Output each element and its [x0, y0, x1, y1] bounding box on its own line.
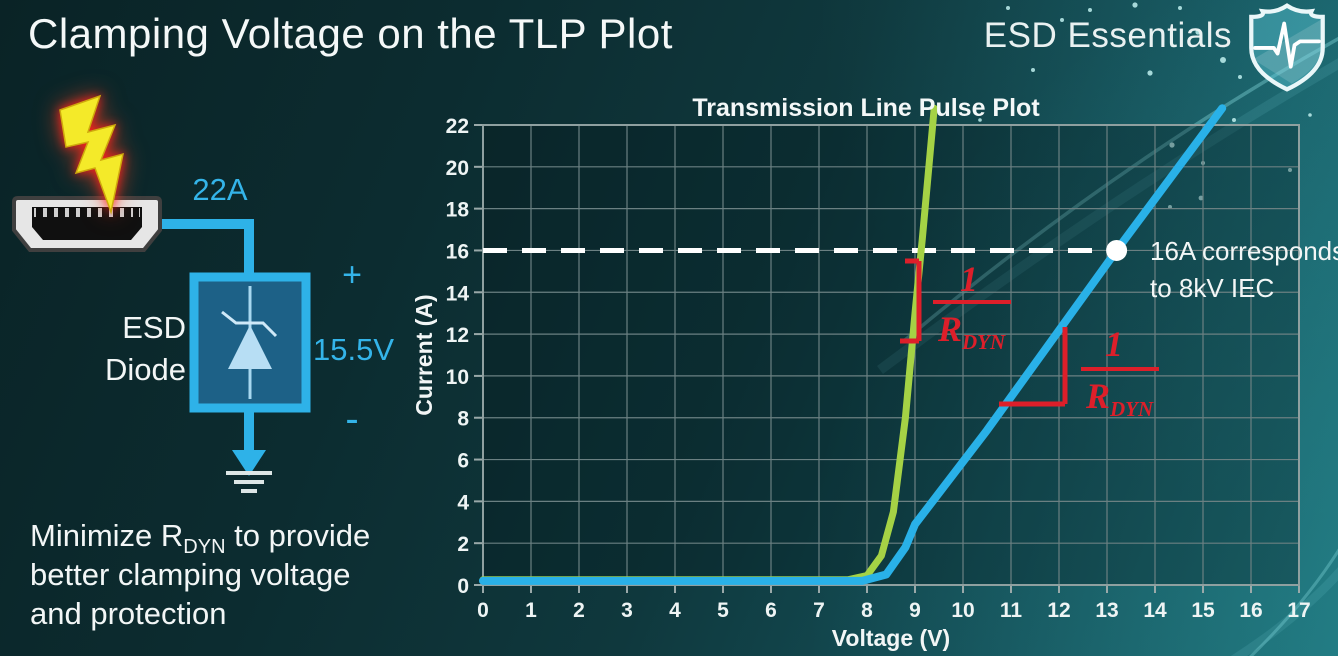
rdyn-subscript: DYN	[183, 536, 226, 559]
y-tick-label: 12	[446, 324, 469, 347]
blue-slope-denominator: RDYN	[1085, 376, 1154, 421]
green-slope-bracket	[900, 258, 922, 344]
y-tick-label: 2	[457, 533, 469, 556]
x-tick-label: 14	[1143, 599, 1167, 622]
green-tlp-curve	[479, 104, 938, 584]
brand-name: ESD Essentials	[983, 16, 1232, 55]
note-line2: better clamping voltage	[30, 557, 351, 592]
esd-diode-label-line1: ESD	[122, 310, 186, 345]
x-tick-label: 13	[1095, 599, 1118, 622]
pulse-line-icon	[1253, 21, 1321, 69]
x-tick-label: 7	[813, 599, 825, 622]
y-tick-label: 10	[446, 366, 469, 389]
note-line3: and protection	[30, 596, 227, 631]
x-tick-label: 15	[1191, 599, 1215, 622]
y-tick-label: 16	[446, 240, 469, 263]
clamp-voltage-label: 15.5V	[313, 332, 394, 367]
x-tick-label: 6	[765, 599, 777, 622]
corner-swoosh-line	[1249, 548, 1338, 656]
lightning-bolt-icon	[59, 94, 124, 215]
x-tick-label: 16	[1239, 599, 1262, 622]
y-tick-label: 8	[457, 408, 469, 431]
x-axis-title: Voltage (V)	[832, 625, 950, 651]
marker-layer	[1106, 239, 1128, 261]
x-tick-label: 5	[717, 599, 729, 622]
x-tick-label: 0	[477, 599, 489, 622]
surge-current-label: 22A	[192, 172, 247, 207]
corner-swoosh-glow	[1230, 567, 1338, 656]
swoosh-glow	[877, 58, 1338, 375]
zener-diode-icon	[221, 286, 278, 399]
x-tick-label: 10	[951, 599, 974, 622]
shield-pulse-icon	[1240, 0, 1334, 94]
y-tick-label: 18	[446, 199, 470, 222]
x-tick-label: 3	[621, 599, 633, 622]
blue-tlp-curve	[479, 104, 1227, 585]
green-slope-denominator: RDYN	[937, 309, 1006, 354]
grid-lines	[474, 124, 1300, 593]
green-slope-numerator: 1	[960, 259, 978, 299]
marker-label-line1: 16A corresponds	[1150, 236, 1338, 266]
y-tick-label: 6	[457, 450, 469, 473]
plus-polarity-label: +	[342, 256, 362, 294]
x-tick-label: 4	[669, 599, 681, 622]
surge-wire	[152, 219, 254, 275]
marker-dot	[1106, 239, 1128, 261]
x-tick-label: 17	[1287, 599, 1310, 622]
takeaway-note: Minimize RDYN to provide better clamping…	[30, 516, 370, 633]
x-tick-label: 2	[573, 599, 585, 622]
esd-diode-label-line2: Diode	[105, 352, 186, 387]
note-line1: Minimize RDYN to provide	[30, 518, 371, 559]
x-tick-label: 12	[1047, 599, 1070, 622]
page-title: Clamping Voltage on the TLP Plot	[28, 10, 673, 57]
esd-diode-box	[189, 272, 311, 413]
plot-border	[482, 124, 1300, 586]
y-tick-label: 14	[446, 282, 470, 305]
ground-icon	[226, 471, 272, 493]
blue-slope-numerator: 1	[1105, 324, 1123, 364]
chart-title: Transmission Line Pulse Plot	[692, 94, 1040, 122]
y-tick-label: 4	[457, 491, 469, 514]
x-tick-label: 8	[861, 599, 873, 622]
y-axis-title: Current (A)	[411, 294, 437, 415]
y-tick-label: 20	[446, 157, 469, 180]
tick-labels: 0 1 2 3 4 5 6 7 8 9 10 11 12 13 14 15 16 1702468101214161…	[446, 115, 1311, 622]
blue-slope-bracket	[999, 327, 1068, 407]
y-tick-label: 22	[446, 115, 469, 138]
x-tick-label: 11	[1000, 599, 1023, 622]
arrow-down-icon	[232, 450, 266, 476]
plot-area	[483, 125, 1299, 585]
y-tick-label: 0	[457, 575, 469, 598]
marker-label-line2: to 8kV IEC	[1150, 273, 1274, 303]
hdmi-connector-icon	[12, 196, 162, 252]
minus-polarity-label: -	[345, 397, 358, 441]
x-tick-label: 9	[909, 599, 921, 622]
x-tick-label: 1	[525, 599, 537, 622]
series-layer	[479, 104, 1227, 585]
